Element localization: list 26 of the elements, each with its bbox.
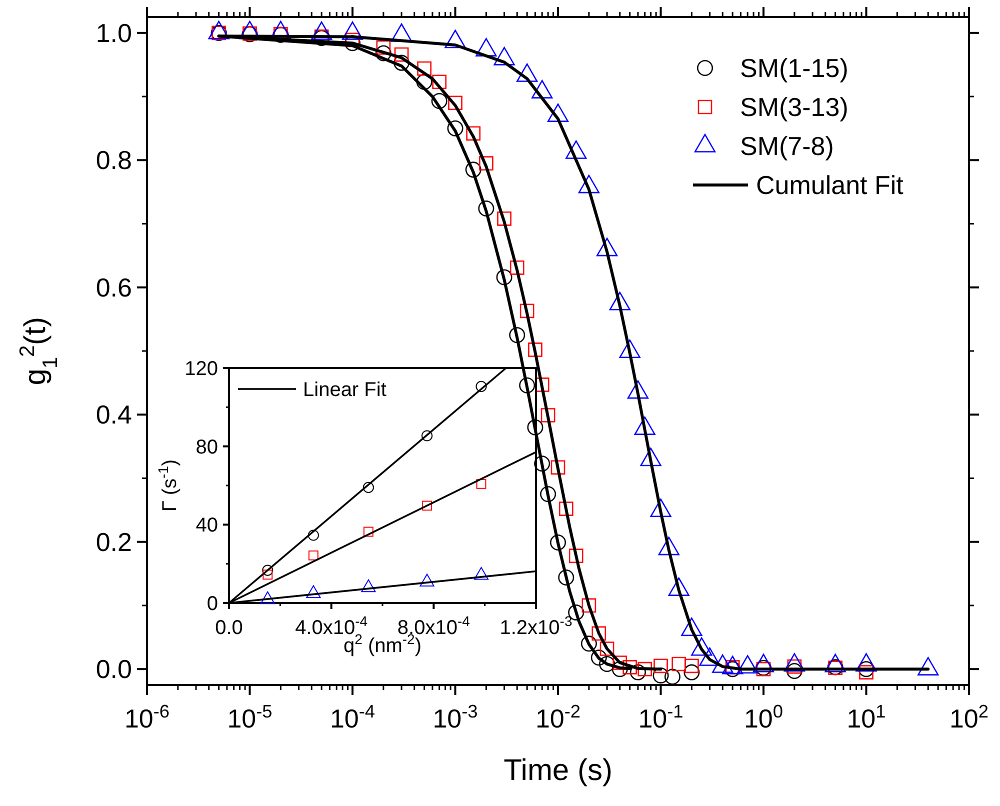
x-tick-label: 10$^{-3}$ bbox=[432, 702, 478, 734]
x-tick-label: 10$^{-2}$ bbox=[535, 702, 581, 734]
y-tick-label: 0 bbox=[206, 593, 218, 615]
x-tick-label: 10$^{0}$ bbox=[744, 702, 784, 734]
legend-label: Linear Fit bbox=[303, 379, 387, 401]
y-tick-label: 1.0 bbox=[96, 18, 132, 48]
legend-label: SM(1-15) bbox=[740, 53, 848, 84]
y-tick-label: 0.4 bbox=[96, 400, 132, 430]
y-tick-label: 0.6 bbox=[96, 272, 132, 302]
x-tick-label: 10$^{-1}$ bbox=[638, 702, 684, 734]
x-tick-label: 10$^{-4}$ bbox=[330, 702, 376, 734]
y-tick-label: 80 bbox=[196, 436, 218, 458]
x-tick-label: 10$^{2}$ bbox=[949, 702, 989, 734]
x-tick-label: 10$^{-5}$ bbox=[227, 702, 272, 734]
y-tick-label: 0.2 bbox=[96, 526, 132, 557]
x-tick-label: 0.0 bbox=[215, 617, 243, 639]
y-tick-label: 0.8 bbox=[96, 145, 132, 176]
x-tick-label: 10$^{-6}$ bbox=[124, 702, 170, 734]
legend-label: Cumulant Fit bbox=[756, 170, 904, 200]
y-tick-label: 0.0 bbox=[96, 654, 132, 684]
y-tick-label: 40 bbox=[196, 514, 218, 537]
y-tick-label: 120 bbox=[184, 358, 218, 380]
x-tick-label: 10$^{1}$ bbox=[846, 702, 886, 734]
x-axis-title: Time (s) bbox=[504, 754, 612, 787]
legend-label: SM(3-13) bbox=[740, 92, 848, 122]
legend-label: SM(7-8) bbox=[740, 131, 834, 162]
